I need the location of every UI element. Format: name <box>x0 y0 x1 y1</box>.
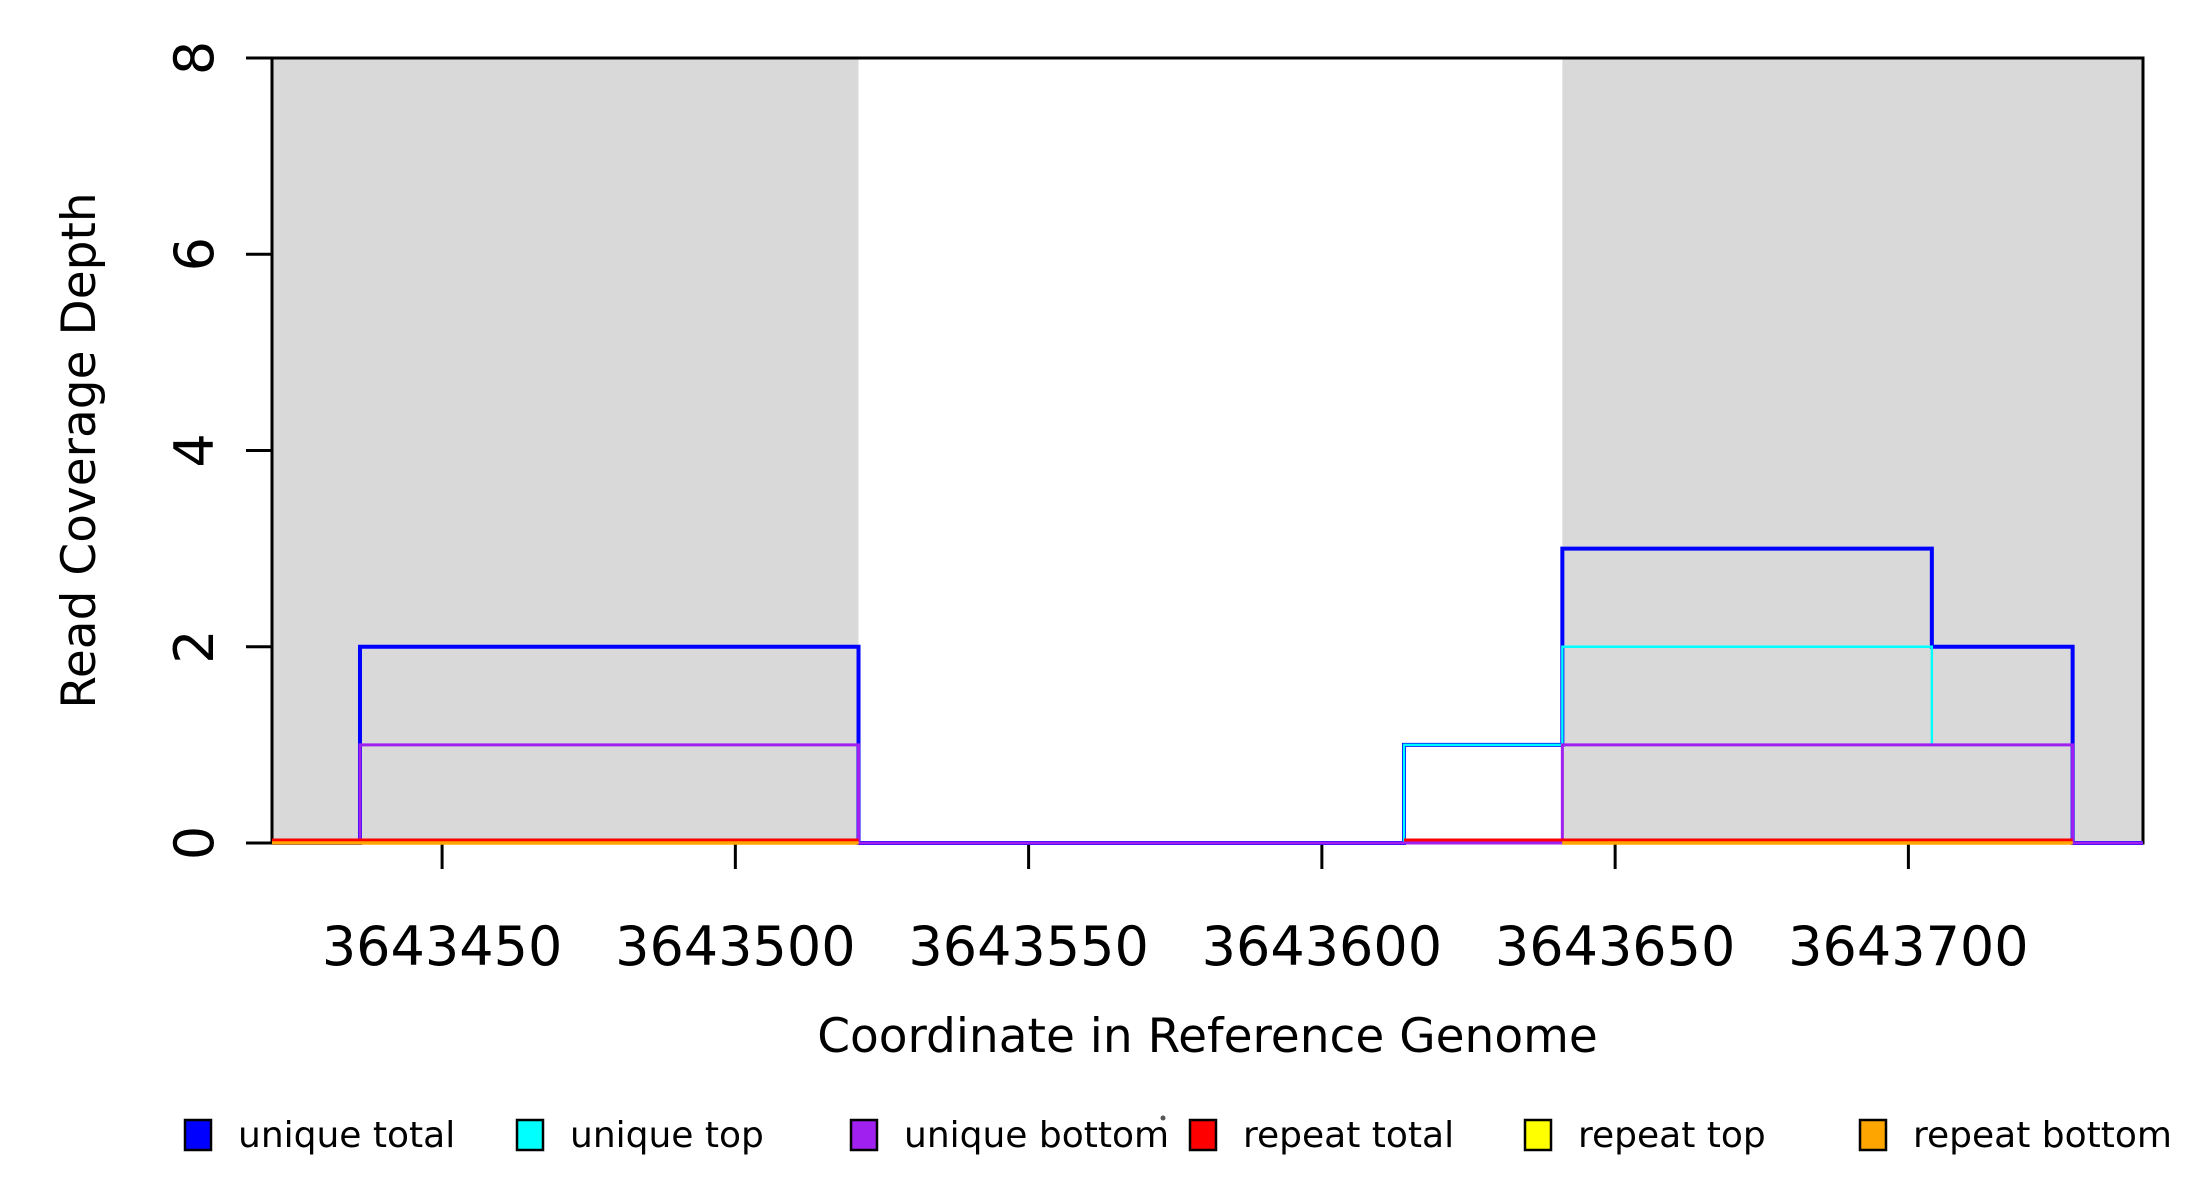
legend-swatch-repeat-bottom <box>1858 1118 1888 1152</box>
y-axis-tick-label: 2 <box>163 630 226 664</box>
x-axis-tick-label: 3643600 <box>1202 915 1443 978</box>
legend-swatch-repeat-top <box>1523 1118 1553 1152</box>
legend-label-unique-bottom: unique bottom <box>904 1115 1169 1156</box>
stray-dot <box>1160 1115 1166 1121</box>
repeat-region-shade <box>1562 58 2143 843</box>
x-axis-tick-label: 3643700 <box>1788 915 2029 978</box>
x-axis-tick-label: 3643550 <box>908 915 1149 978</box>
x-axis-tick-label: 3643450 <box>322 915 563 978</box>
legend-label-unique-total: unique total <box>238 1115 455 1156</box>
legend-label-repeat-total: repeat total <box>1243 1115 1454 1156</box>
y-axis-tick-label: 0 <box>163 826 226 860</box>
y-axis-tick-label: 4 <box>163 433 226 467</box>
series-unique-bottom <box>272 743 2143 845</box>
y-axis-title: Read Coverage Depth <box>52 192 107 708</box>
legend-swatch-unique-bottom <box>849 1118 879 1152</box>
repeat-region-shade <box>272 58 859 843</box>
legend-swatch-repeat-total <box>1188 1118 1218 1152</box>
y-axis-tick-label: 8 <box>163 41 226 75</box>
y-axis-tick-label: 6 <box>163 237 226 271</box>
legend-label-repeat-bottom: repeat bottom <box>1913 1115 2172 1156</box>
x-axis-tick-label: 3643650 <box>1495 915 1736 978</box>
legend-label-repeat-top: repeat top <box>1578 1115 1766 1156</box>
legend-label-unique-top: unique top <box>570 1115 764 1156</box>
legend-swatch-unique-top <box>515 1118 545 1152</box>
legend-swatch-unique-total <box>183 1118 213 1152</box>
x-axis-title: Coordinate in Reference Genome <box>817 1009 1598 1064</box>
x-axis-tick-label: 3643500 <box>615 915 856 978</box>
